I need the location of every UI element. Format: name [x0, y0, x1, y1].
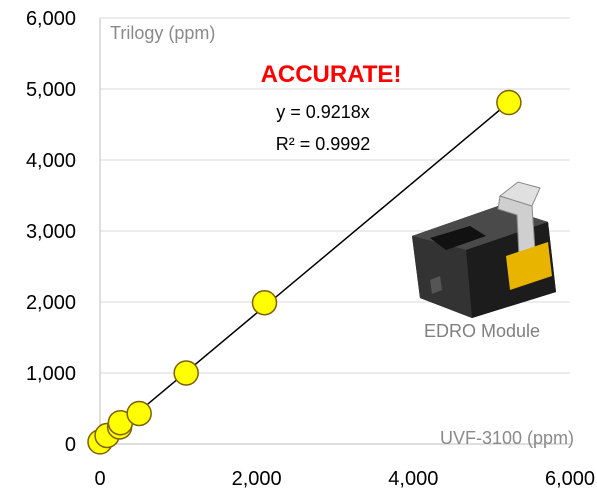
trendline — [99, 101, 510, 445]
y-axis-title: Trilogy (ppm) — [110, 23, 215, 43]
y-tick-label: 3,000 — [26, 221, 76, 243]
y-tick-label: 5,000 — [26, 79, 76, 101]
x-axis-title: UVF-3100 (ppm) — [440, 428, 574, 448]
data-points — [87, 89, 522, 455]
gridlines — [100, 17, 570, 374]
y-tick-labels: 0 1,000 2,000 3,000 4,000 5,000 6,000 — [26, 8, 76, 456]
axes — [99, 18, 570, 445]
accuracy-headline: ACCURATE! — [261, 61, 402, 88]
data-point — [126, 400, 152, 427]
y-tick-label: 1,000 — [26, 363, 76, 385]
y-tick-label: 4,000 — [26, 150, 76, 172]
y-tick-label: 0 — [65, 434, 76, 456]
x-tick-labels: 0 2,000 4,000 6,000 — [94, 468, 595, 490]
x-tick-label: 2,000 — [232, 468, 282, 490]
data-point — [173, 360, 199, 386]
x-tick-label: 4,000 — [388, 468, 438, 490]
y-tick-label: 2,000 — [26, 292, 76, 314]
x-tick-label: 0 — [94, 468, 105, 490]
edro-module-icon — [412, 181, 556, 318]
edro-module-label: EDRO Module — [424, 321, 540, 341]
y-tick-label: 6,000 — [26, 8, 76, 30]
data-point — [251, 289, 278, 316]
trendline-group — [99, 101, 510, 445]
regression-equation: y = 0.9218x — [276, 102, 370, 122]
r-squared-label: R² = 0.9992 — [276, 134, 371, 154]
data-point — [496, 89, 522, 116]
x-tick-label: 6,000 — [545, 468, 595, 490]
